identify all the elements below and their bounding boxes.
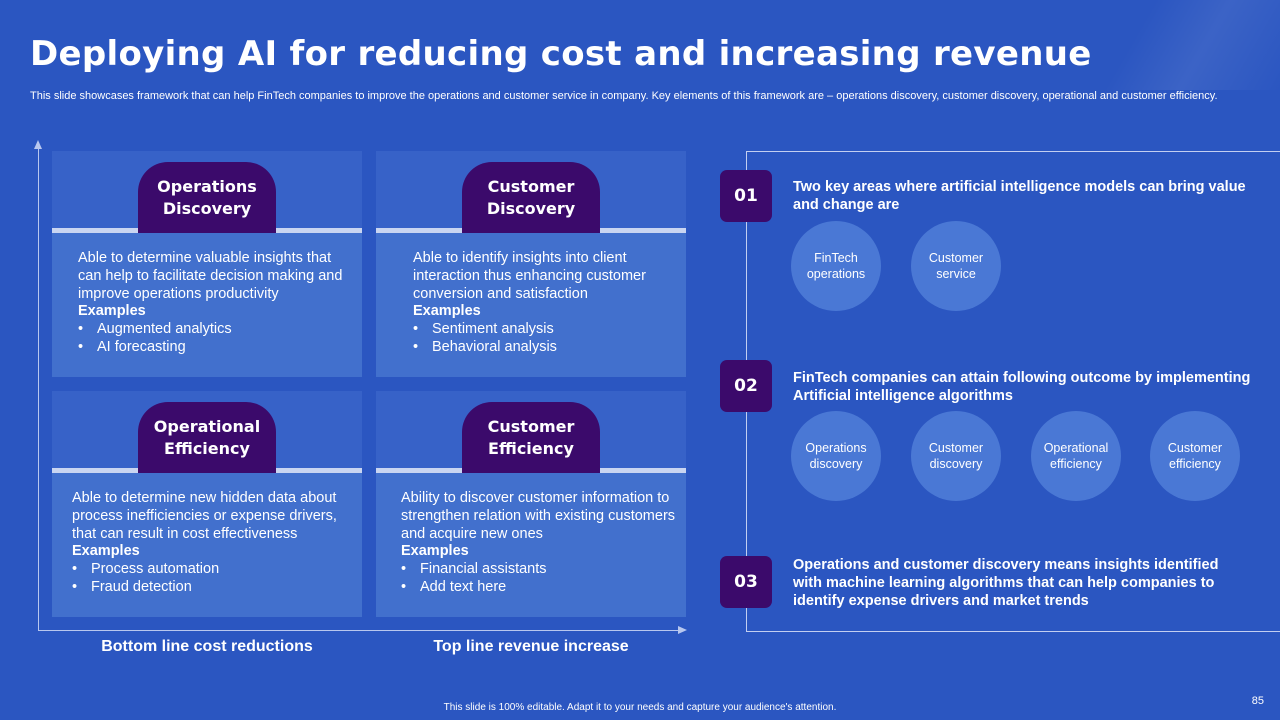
area-circle: FinTech operations: [791, 221, 881, 311]
quadrant-title: Operations Discovery: [138, 162, 276, 233]
quadrant-customer-efficiency: Customer Efficiency Ability to discover …: [376, 391, 686, 617]
examples-label: Examples: [401, 543, 469, 560]
outcome-circle: Customer discovery: [911, 411, 1001, 501]
quadrant-title: Customer Efficiency: [462, 402, 600, 473]
x-axis-arrow-icon: [678, 626, 687, 634]
examples-list: Process automation Fraud detection: [72, 561, 350, 597]
point-text: Operations and customer discovery means …: [793, 557, 1219, 609]
outcome-circle: Customer efficiency: [1150, 411, 1240, 501]
example-item: Behavioral analysis: [413, 339, 675, 357]
quadrant-description: Able to identify insights into client in…: [413, 250, 646, 302]
page-subtitle: This slide showcases framework that can …: [30, 90, 1218, 102]
x-axis-label-cost: Bottom line cost reductions: [101, 638, 313, 655]
quadrant-operational-efficiency: Operational Efficiency Able to determine…: [52, 391, 362, 617]
example-item: Process automation: [72, 561, 350, 579]
example-item: Sentiment analysis: [413, 321, 675, 339]
y-axis-line: [38, 146, 39, 631]
quadrant-body: Able to determine valuable insights that…: [78, 250, 348, 357]
examples-list: Financial assistants Add text here: [401, 561, 676, 597]
quadrant-description: Able to determine new hidden data about …: [72, 490, 337, 542]
point-number-badge: 01: [720, 170, 772, 222]
examples-list: Sentiment analysis Behavioral analysis: [413, 321, 675, 357]
background-sheen: [1080, 0, 1280, 90]
quadrant-title: Customer Discovery: [462, 162, 600, 233]
examples-list: Augmented analytics AI forecasting: [78, 321, 348, 357]
example-item: AI forecasting: [78, 339, 348, 357]
example-item: Financial assistants: [401, 561, 676, 579]
example-item: Add text here: [401, 579, 676, 597]
examples-label: Examples: [413, 303, 481, 320]
footer-note: This slide is 100% editable. Adapt it to…: [443, 702, 837, 713]
x-axis-line: [38, 630, 680, 631]
quadrant-body: Ability to discover customer information…: [401, 490, 676, 597]
quadrant-description: Ability to discover customer information…: [401, 490, 676, 542]
example-item: Fraud detection: [72, 579, 350, 597]
page-number: 85: [1251, 695, 1264, 707]
point-text: FinTech companies can attain following o…: [793, 370, 1251, 404]
area-circle: Customer service: [911, 221, 1001, 311]
quadrant-operations-discovery: Operations Discovery Able to determine v…: [52, 151, 362, 377]
quadrant-body: Able to determine new hidden data about …: [72, 490, 350, 597]
quadrant-customer-discovery: Customer Discovery Able to identify insi…: [376, 151, 686, 377]
point-number-badge: 02: [720, 360, 772, 412]
page-title: Deploying AI for reducing cost and incre…: [30, 34, 1092, 74]
example-item: Augmented analytics: [78, 321, 348, 339]
point-number-badge: 03: [720, 556, 772, 608]
quadrant-description: Able to determine valuable insights that…: [78, 250, 343, 302]
outcome-circle: Operational efficiency: [1031, 411, 1121, 501]
examples-label: Examples: [72, 543, 140, 560]
point-text: Two key areas where artificial intellige…: [793, 179, 1246, 213]
outcome-circle: Operations discovery: [791, 411, 881, 501]
examples-label: Examples: [78, 303, 146, 320]
quadrant-title: Operational Efficiency: [138, 402, 276, 473]
quadrant-body: Able to identify insights into client in…: [413, 250, 675, 357]
x-axis-label-revenue: Top line revenue increase: [433, 638, 629, 655]
y-axis-arrow-icon: [34, 140, 42, 149]
